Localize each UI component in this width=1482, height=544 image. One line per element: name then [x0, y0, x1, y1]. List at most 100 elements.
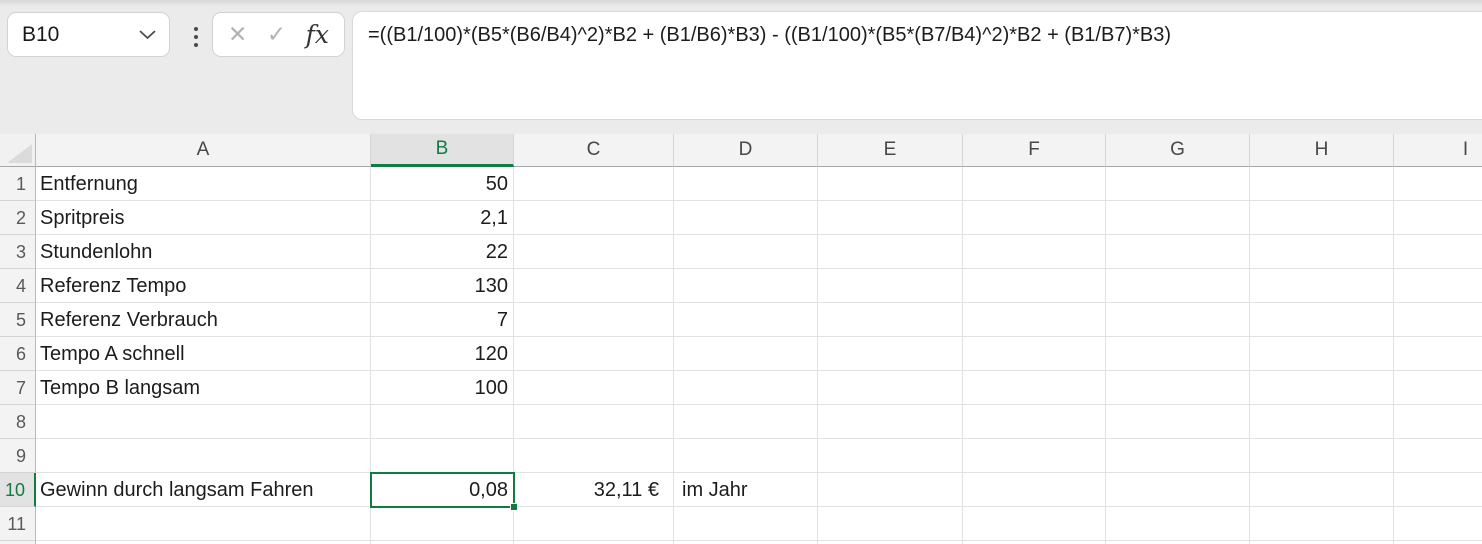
cell-I10[interactable] — [1394, 473, 1482, 507]
cell-H11[interactable] — [1250, 507, 1394, 541]
row-header-3[interactable]: 3 — [0, 235, 36, 269]
row-header-5[interactable]: 5 — [0, 303, 36, 337]
cell-G10[interactable] — [1106, 473, 1250, 507]
row-header-1[interactable]: 1 — [0, 167, 36, 201]
cell-G5[interactable] — [1106, 303, 1250, 337]
cell-D1[interactable] — [674, 167, 818, 201]
formula-input[interactable]: =((B1/100)*(B5*(B6/B4)^2)*B2 + (B1/B6)*B… — [368, 24, 1172, 46]
cell-C10[interactable]: 32,11 € — [514, 473, 674, 507]
cell-E7[interactable] — [818, 371, 963, 405]
column-header-D[interactable]: D — [674, 134, 818, 167]
cell-B9[interactable] — [371, 439, 514, 473]
cell-G3[interactable] — [1106, 235, 1250, 269]
cell-F6[interactable] — [963, 337, 1106, 371]
more-options-icon[interactable] — [190, 22, 202, 52]
column-header-A[interactable]: A — [36, 134, 371, 167]
cell-B4[interactable]: 130 — [371, 269, 514, 303]
cell-C11[interactable] — [514, 507, 674, 541]
cell-F2[interactable] — [963, 201, 1106, 235]
cell-H10[interactable] — [1250, 473, 1394, 507]
column-header-B[interactable]: B — [371, 134, 514, 167]
cell-C1[interactable] — [514, 167, 674, 201]
cancel-button[interactable]: ✕ — [228, 21, 248, 47]
column-header-I[interactable]: I — [1394, 134, 1482, 167]
cell-G8[interactable] — [1106, 405, 1250, 439]
cell-F8[interactable] — [963, 405, 1106, 439]
cell-D7[interactable] — [674, 371, 818, 405]
cell-G9[interactable] — [1106, 439, 1250, 473]
cell-B1[interactable]: 50 — [371, 167, 514, 201]
cell-C6[interactable] — [514, 337, 674, 371]
cell-E2[interactable] — [818, 201, 963, 235]
cell-C4[interactable] — [514, 269, 674, 303]
cell-I1[interactable] — [1394, 167, 1482, 201]
cell-I8[interactable] — [1394, 405, 1482, 439]
cell-F3[interactable] — [963, 235, 1106, 269]
cell-D3[interactable] — [674, 235, 818, 269]
cell-C3[interactable] — [514, 235, 674, 269]
row-header-7[interactable]: 7 — [0, 371, 36, 405]
cell-I11[interactable] — [1394, 507, 1482, 541]
cell-H2[interactable] — [1250, 201, 1394, 235]
cell-I7[interactable] — [1394, 371, 1482, 405]
cell-C5[interactable] — [514, 303, 674, 337]
cell-A5[interactable]: Referenz Verbrauch — [36, 303, 371, 337]
cell-H4[interactable] — [1250, 269, 1394, 303]
cell-G4[interactable] — [1106, 269, 1250, 303]
cell-B10[interactable]: 0,08 — [371, 473, 514, 507]
cell-E6[interactable] — [818, 337, 963, 371]
cell-F4[interactable] — [963, 269, 1106, 303]
row-header-10[interactable]: 10 — [0, 473, 36, 507]
cell-G7[interactable] — [1106, 371, 1250, 405]
column-header-F[interactable]: F — [963, 134, 1106, 167]
cell-H3[interactable] — [1250, 235, 1394, 269]
cell-E1[interactable] — [818, 167, 963, 201]
cell-I3[interactable] — [1394, 235, 1482, 269]
row-header-6[interactable]: 6 — [0, 337, 36, 371]
cell-F5[interactable] — [963, 303, 1106, 337]
cell-C7[interactable] — [514, 371, 674, 405]
cell-C8[interactable] — [514, 405, 674, 439]
cell-C9[interactable] — [514, 439, 674, 473]
cell-D8[interactable] — [674, 405, 818, 439]
cell-C2[interactable] — [514, 201, 674, 235]
cell-E11[interactable] — [818, 507, 963, 541]
cell-I9[interactable] — [1394, 439, 1482, 473]
cell-B3[interactable]: 22 — [371, 235, 514, 269]
cell-E5[interactable] — [818, 303, 963, 337]
select-all-corner[interactable] — [0, 134, 36, 167]
cell-F11[interactable] — [963, 507, 1106, 541]
row-header-2[interactable]: 2 — [0, 201, 36, 235]
cell-H9[interactable] — [1250, 439, 1394, 473]
cell-A4[interactable]: Referenz Tempo — [36, 269, 371, 303]
cell-B2[interactable]: 2,1 — [371, 201, 514, 235]
cell-D10[interactable]: im Jahr — [674, 473, 818, 507]
cell-F10[interactable] — [963, 473, 1106, 507]
cell-H6[interactable] — [1250, 337, 1394, 371]
cell-H8[interactable] — [1250, 405, 1394, 439]
fill-handle[interactable] — [510, 503, 518, 511]
cell-E3[interactable] — [818, 235, 963, 269]
cell-D11[interactable] — [674, 507, 818, 541]
cell-B6[interactable]: 120 — [371, 337, 514, 371]
cell-B8[interactable] — [371, 405, 514, 439]
column-header-C[interactable]: C — [514, 134, 674, 167]
cell-A2[interactable]: Spritpreis — [36, 201, 371, 235]
formula-bar[interactable]: =((B1/100)*(B5*(B6/B4)^2)*B2 + (B1/B6)*B… — [352, 11, 1482, 120]
name-box-dropdown-icon[interactable] — [139, 30, 156, 40]
cell-D6[interactable] — [674, 337, 818, 371]
cell-I5[interactable] — [1394, 303, 1482, 337]
cell-F9[interactable] — [963, 439, 1106, 473]
cell-A1[interactable]: Entfernung — [36, 167, 371, 201]
cell-G6[interactable] — [1106, 337, 1250, 371]
cell-D2[interactable] — [674, 201, 818, 235]
cell-E4[interactable] — [818, 269, 963, 303]
column-header-E[interactable]: E — [818, 134, 963, 167]
enter-button[interactable]: ✓ — [266, 21, 287, 47]
cell-I4[interactable] — [1394, 269, 1482, 303]
cell-B5[interactable]: 7 — [371, 303, 514, 337]
cell-F7[interactable] — [963, 371, 1106, 405]
cell-G1[interactable] — [1106, 167, 1250, 201]
row-header-8[interactable]: 8 — [0, 405, 36, 439]
cell-H5[interactable] — [1250, 303, 1394, 337]
